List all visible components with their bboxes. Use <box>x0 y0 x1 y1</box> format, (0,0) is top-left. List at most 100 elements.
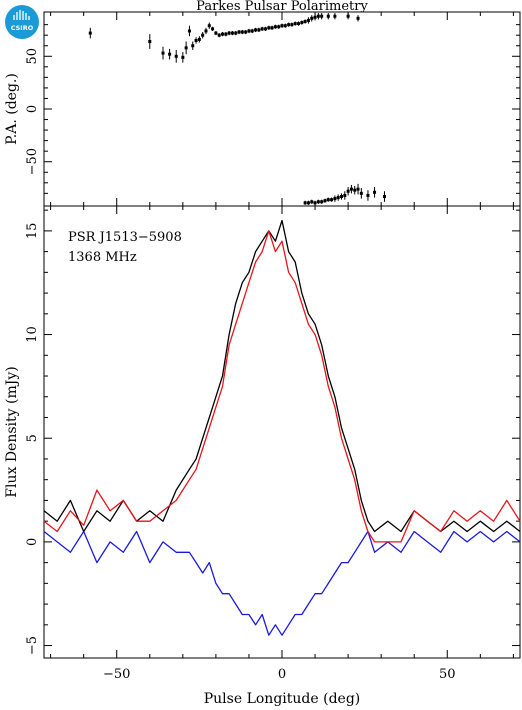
pa-point <box>161 51 165 55</box>
figure-title: Parkes Pulsar Polarimetry <box>196 0 368 14</box>
pa-point <box>330 198 334 202</box>
flux-ytick-label: 0 <box>25 538 40 546</box>
pa-point <box>313 15 317 19</box>
pa-point <box>303 201 307 205</box>
pa-point <box>293 22 297 26</box>
flux-panel-frame <box>43 205 521 659</box>
csiro-logo-text: CSIRO <box>11 24 34 32</box>
flux-ytick-label: 10 <box>25 326 40 343</box>
pa-point <box>346 189 350 193</box>
pa-point <box>303 19 307 23</box>
pa-point <box>224 32 228 36</box>
pa-point <box>217 33 221 37</box>
pa-point <box>227 31 231 35</box>
pa-point <box>174 54 178 58</box>
flux-ytick-label: 15 <box>25 223 40 240</box>
pa-point <box>333 14 337 18</box>
pa-point <box>273 25 277 29</box>
pa-point <box>257 28 261 32</box>
circular-intensity-line <box>43 530 521 636</box>
pa-ylabel: P.A. (deg.) <box>4 73 20 145</box>
flux-ytick-label: 5 <box>25 434 40 442</box>
flux-xtick-label: 0 <box>278 667 286 682</box>
pa-ytick-label: 50 <box>25 48 40 65</box>
pa-point <box>320 200 324 204</box>
pa-point <box>326 198 330 202</box>
flux-xtick-label: −50 <box>103 667 130 682</box>
pa-point <box>184 46 188 50</box>
flux-xlabel: Pulse Longitude (deg) <box>204 691 361 707</box>
pa-point <box>280 24 284 28</box>
frequency-annotation: 1368 MHz <box>68 250 137 265</box>
flux-ylabel: Flux Density (mJy) <box>4 366 20 497</box>
pa-point <box>260 27 264 31</box>
pa-point <box>310 200 314 204</box>
pa-point <box>191 44 195 48</box>
pa-point <box>204 29 208 33</box>
pa-point <box>148 40 152 44</box>
pa-point <box>359 191 363 195</box>
pa-axis-ticks: −50 0 50 <box>25 12 520 206</box>
pa-point <box>254 28 258 32</box>
flux-ytick-label: −5 <box>25 636 40 655</box>
pa-point <box>323 199 327 203</box>
pa-point <box>306 18 310 22</box>
pa-point <box>263 27 267 31</box>
pa-point <box>211 27 215 31</box>
pa-point <box>320 14 324 18</box>
pa-point <box>353 188 357 192</box>
pa-point <box>267 26 271 30</box>
pa-point <box>194 38 198 42</box>
pa-point <box>366 193 370 197</box>
pa-point <box>382 195 386 199</box>
pa-point <box>283 24 287 28</box>
flux-series <box>43 219 521 636</box>
pa-point <box>300 21 304 25</box>
csiro-logo-bars <box>13 10 30 20</box>
pa-point <box>373 190 377 194</box>
pa-ytick-label: 0 <box>25 105 40 113</box>
pa-ytick-label: −50 <box>25 148 40 175</box>
pa-point <box>250 29 254 33</box>
pa-point <box>230 31 234 35</box>
pa-point <box>247 29 251 33</box>
pa-point <box>310 16 314 20</box>
pa-point <box>326 14 330 18</box>
pa-point <box>240 30 244 34</box>
pa-points <box>88 13 386 205</box>
pa-panel-frame <box>43 11 521 207</box>
pa-point <box>244 30 248 34</box>
pa-point <box>306 201 310 205</box>
pa-point <box>221 32 224 36</box>
pa-point <box>187 29 191 33</box>
pa-point <box>207 24 211 28</box>
pa-point <box>356 16 360 20</box>
pulsar-name-annotation: PSR J1513−5908 <box>68 230 182 245</box>
pa-point <box>88 31 92 35</box>
pa-point <box>346 14 350 18</box>
pa-point <box>316 200 320 204</box>
pa-point <box>287 23 291 27</box>
pa-point <box>201 33 205 37</box>
pa-point <box>313 201 317 205</box>
linear-intensity-line <box>43 230 521 543</box>
pa-point <box>356 187 360 191</box>
pa-point <box>214 31 218 35</box>
csiro-logo-circle <box>5 5 39 39</box>
flux-xtick-label: 50 <box>439 667 456 682</box>
csiro-logo <box>5 5 39 39</box>
pa-point <box>349 187 353 191</box>
pa-point <box>270 26 274 30</box>
pa-point <box>340 195 343 199</box>
total-intensity-line <box>43 219 521 533</box>
pa-point <box>237 30 241 34</box>
pa-point <box>168 52 172 56</box>
pa-point <box>297 22 301 26</box>
pa-point <box>277 25 281 29</box>
pa-point <box>333 197 337 201</box>
pa-point <box>234 31 238 35</box>
pa-point <box>181 55 185 59</box>
pa-point <box>316 14 320 18</box>
